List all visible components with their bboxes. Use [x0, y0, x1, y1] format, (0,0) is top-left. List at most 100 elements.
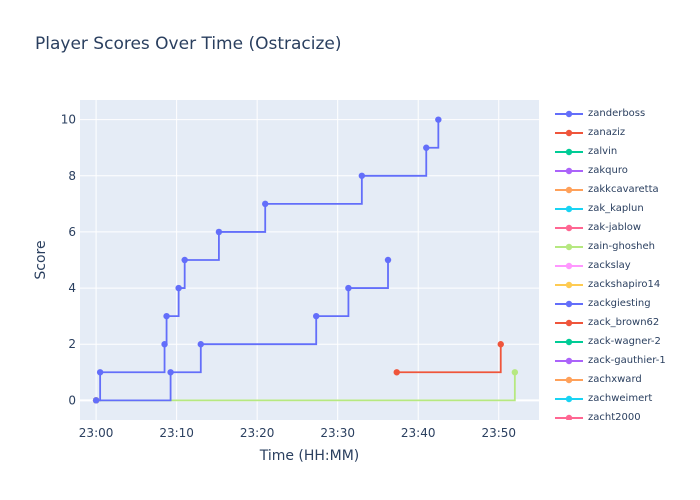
legend-swatch-marker — [565, 129, 573, 137]
legend[interactable]: zanderboss zanaziz zalvin zakquro zakkcavare… — [548, 102, 698, 420]
legend-label: zalvin — [588, 146, 618, 157]
y-axis-title: Score — [33, 240, 49, 279]
data-point-zackgiesting — [384, 256, 392, 264]
legend-item-zack-gauthier-1[interactable]: zack-gauthier-1 — [548, 352, 698, 371]
data-point-zanderboss — [161, 341, 168, 348]
legend-item-zak_kaplun[interactable]: zak_kaplun — [548, 200, 698, 219]
data-point-zackgiesting — [92, 397, 100, 404]
legend-swatch-marker — [565, 395, 573, 403]
plot-background — [80, 100, 539, 420]
legend-label: zanaziz — [588, 127, 626, 138]
data-point-zackgiesting — [167, 369, 174, 376]
legend-swatch — [555, 395, 583, 403]
legend-swatch-marker — [565, 281, 573, 289]
data-point-zanderboss — [181, 256, 188, 264]
y-tick-label: 4 — [68, 281, 76, 295]
chart-title: Player Scores Over Time (Ostracize) — [35, 34, 342, 54]
x-tick-label: 23:50 — [481, 426, 516, 440]
series-line-zanaziz — [396, 344, 502, 374]
data-point-zanderboss — [175, 284, 182, 292]
legend-swatch — [555, 300, 583, 308]
data-point-zanderboss — [96, 369, 104, 376]
legend-item-zak-jablow[interactable]: zak-jablow — [548, 219, 698, 238]
x-tick-label: 23:20 — [240, 426, 275, 440]
legend-swatch — [555, 148, 583, 156]
legend-swatch-marker — [565, 186, 573, 194]
legend-swatch-marker — [565, 319, 573, 327]
series-line-zackgiesting — [96, 260, 389, 402]
legend-label: zanderboss — [588, 108, 646, 119]
y-tick-label: 10 — [61, 113, 76, 127]
legend-item-zack_brown62[interactable]: zack_brown62 — [548, 314, 698, 333]
legend-item-zachxward[interactable]: zachxward — [548, 371, 698, 390]
legend-item-zackslay[interactable]: zackslay — [548, 257, 698, 276]
legend-swatch — [555, 205, 583, 213]
legend-item-zachweimert[interactable]: zachweimert — [548, 390, 698, 409]
legend-label: zackslay — [588, 260, 631, 271]
legend-swatch-marker — [565, 243, 573, 251]
legend-swatch — [555, 262, 583, 270]
legend-swatch — [555, 319, 583, 327]
legend-swatch — [555, 338, 583, 346]
y-tick-label: 8 — [68, 169, 76, 183]
legend-item-zakquro[interactable]: zakquro — [548, 162, 698, 181]
legend-swatch-marker — [565, 167, 573, 175]
legend-swatch — [555, 129, 583, 137]
data-point-zain-ghosheh — [511, 369, 519, 376]
legend-swatch-marker — [565, 205, 573, 213]
data-point-zanderboss — [435, 116, 442, 123]
legend-swatch-marker — [565, 414, 573, 420]
legend-label: zacht2000 — [588, 412, 641, 420]
legend-label: zack-gauthier-1 — [588, 355, 666, 366]
x-tick-label: 23:30 — [320, 426, 355, 440]
legend-item-zakkcavaretta[interactable]: zakkcavaretta — [548, 181, 698, 200]
legend-swatch-marker — [565, 110, 573, 118]
data-point-zanaziz — [393, 369, 400, 376]
legend-item-zain-ghosheh[interactable]: zain-ghosheh — [548, 238, 698, 257]
legend-swatch-marker — [565, 357, 573, 365]
legend-label: zackgiesting — [588, 298, 651, 309]
data-point-zackgiesting — [313, 312, 320, 320]
legend-swatch — [555, 243, 583, 251]
legend-swatch-marker — [565, 338, 573, 346]
series-line-zain-ghosheh — [96, 372, 516, 402]
data-point-zanderboss — [163, 312, 170, 320]
legend-label: zain-ghosheh — [588, 241, 655, 252]
legend-label: zack-wagner-2 — [588, 336, 661, 347]
legend-item-zackshapiro14[interactable]: zackshapiro14 — [548, 276, 698, 295]
data-point-zackgiesting — [345, 284, 352, 292]
legend-swatch — [555, 376, 583, 384]
legend-swatch — [555, 357, 583, 365]
legend-label: zachxward — [588, 374, 642, 385]
y-tick-label: 0 — [68, 393, 76, 407]
legend-item-zanderboss[interactable]: zanderboss — [548, 105, 698, 124]
data-point-zanderboss — [358, 172, 366, 179]
legend-item-zackgiesting[interactable]: zackgiesting — [548, 295, 698, 314]
x-tick-label: 23:10 — [159, 426, 194, 440]
legend-label: zakkcavaretta — [588, 184, 659, 195]
legend-swatch-marker — [565, 224, 573, 232]
legend-label: zackshapiro14 — [588, 279, 661, 290]
legend-swatch — [555, 167, 583, 175]
legend-label: zak_kaplun — [588, 203, 644, 214]
legend-item-zanaziz[interactable]: zanaziz — [548, 124, 698, 143]
legend-item-zalvin[interactable]: zalvin — [548, 143, 698, 162]
legend-swatch-marker — [565, 148, 573, 156]
legend-label: zak-jablow — [588, 222, 642, 233]
data-point-zanderboss — [215, 228, 223, 236]
legend-swatch-marker — [565, 300, 573, 308]
x-axis-title: Time (HH:MM) — [259, 448, 360, 464]
data-point-zanderboss — [262, 200, 269, 208]
legend-item-zack-wagner-2[interactable]: zack-wagner-2 — [548, 333, 698, 352]
legend-label: zakquro — [588, 165, 628, 176]
legend-swatch — [555, 224, 583, 232]
legend-item-zacht2000[interactable]: zacht2000 — [548, 409, 698, 420]
data-point-zackgiesting — [197, 341, 204, 348]
y-tick-label: 2 — [68, 337, 76, 351]
legend-swatch-marker — [565, 376, 573, 384]
legend-swatch — [555, 414, 583, 420]
legend-label: zack_brown62 — [588, 317, 660, 328]
x-tick-label: 23:00 — [79, 426, 114, 440]
